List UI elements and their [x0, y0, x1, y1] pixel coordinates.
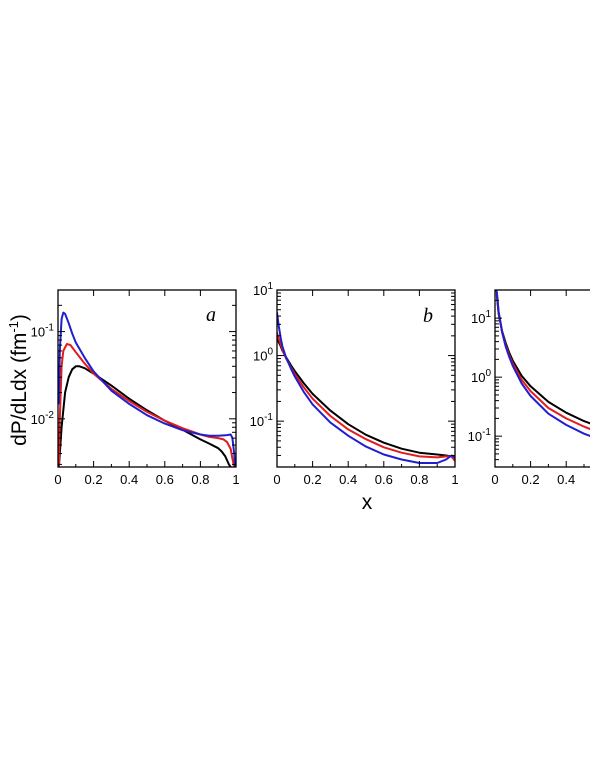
panel-2-curves [277, 311, 455, 464]
y-tick-label: 100 [253, 347, 273, 364]
x-tick-label: 0.2 [304, 472, 322, 487]
series-red-line [277, 332, 455, 462]
x-tick-label: 0.4 [557, 472, 575, 487]
panel-label: a [206, 304, 216, 326]
panel-2: 0 0.2 0.4 0.6 0.8 1 10-1 100 101 b [250, 281, 459, 487]
y-tick-label: 10-2 [31, 410, 55, 427]
panel-1-curves [58, 311, 236, 467]
plot-frame [494, 289, 590, 468]
y-axis-title: dP/dLdx (fm-1) [6, 314, 31, 446]
series-blue-line [58, 311, 236, 467]
series-red-line [58, 343, 236, 467]
series-black-line [58, 365, 232, 467]
panel-1: 0 0.2 0.4 0.6 0.8 1 10-2 10-1 a [31, 289, 240, 487]
y-tick-label: 100 [471, 368, 491, 385]
series-blue-line [277, 311, 455, 464]
x-tick-label: 0.2 [522, 472, 540, 487]
y-tick-label: 10-1 [468, 427, 492, 444]
y-tick-label: 101 [471, 309, 491, 326]
x-tick-label: 0.6 [156, 472, 174, 487]
x-tick-label: 1 [232, 472, 239, 487]
y-tick-label: 101 [253, 281, 273, 298]
x-tick-label: 0.4 [120, 472, 138, 487]
x-tick-label: 0.2 [85, 472, 103, 487]
series-black-line [277, 336, 455, 462]
y-tick-label: 10-1 [31, 323, 55, 340]
x-axis-title: x [362, 491, 373, 514]
x-tick-label: 0 [491, 472, 498, 487]
x-tick-label: 0 [54, 472, 61, 487]
panel-label: b [423, 305, 433, 327]
panel-3: 0 0.2 0.4 10-1 100 101 [468, 289, 590, 487]
panel-3-curves [495, 290, 590, 437]
x-tick-label: 0.8 [191, 472, 209, 487]
x-tick-label: 0.6 [375, 472, 393, 487]
y-tick-label: 10-1 [250, 412, 274, 429]
x-tick-label: 1 [451, 472, 458, 487]
x-tick-label: 0 [273, 472, 280, 487]
x-tick-label: 0.8 [410, 472, 428, 487]
series-blue-line [495, 290, 590, 437]
x-tick-label: 0.4 [339, 472, 357, 487]
